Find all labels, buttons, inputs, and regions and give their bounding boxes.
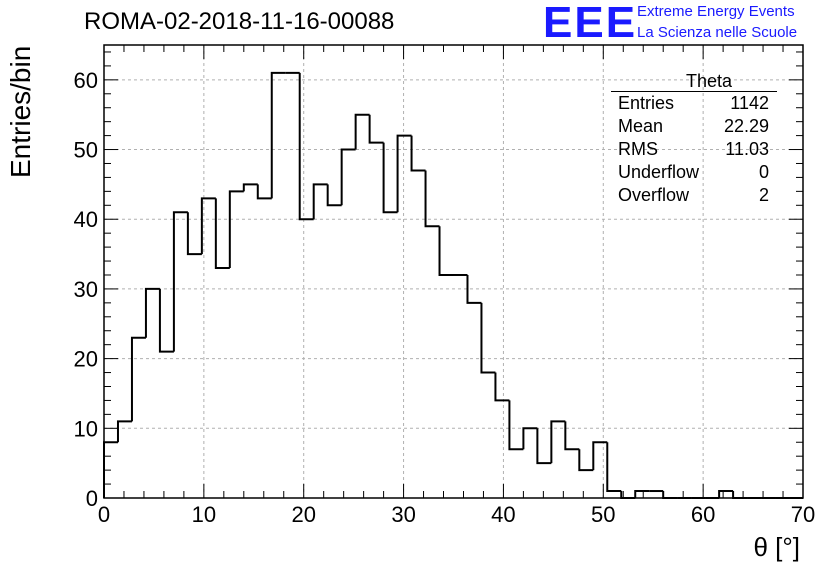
- y-tick-label: 20: [74, 347, 98, 372]
- stats-value: 1142: [730, 93, 769, 113]
- histogram-bin: [214, 198, 230, 270]
- histogram-bin: [326, 184, 342, 207]
- stats-label: RMS: [618, 139, 658, 159]
- histogram-bin: [424, 170, 440, 228]
- x-tick-label: 30: [391, 502, 415, 527]
- histogram-bin: [396, 134, 412, 213]
- stats-box: Theta Entries 1142 Mean 22.29 RMS 11.03 …: [611, 71, 777, 207]
- histogram-bin: [270, 71, 286, 199]
- histogram-bin: [186, 212, 202, 256]
- x-tick-label: 70: [791, 502, 815, 527]
- histogram-bin: [606, 442, 622, 493]
- histogram-bin: [578, 449, 594, 472]
- y-tick-label: 50: [74, 138, 98, 163]
- histogram-bin: [200, 197, 216, 255]
- stats-title: Theta: [611, 71, 777, 92]
- stats-value: 22.29: [723, 116, 769, 136]
- stats-row-underflow: Underflow 0: [611, 161, 777, 184]
- histogram-bin: [340, 148, 356, 206]
- histogram-bin: [508, 400, 524, 451]
- x-axis-label: θ [°]: [753, 532, 800, 562]
- histogram-bin: [298, 72, 314, 221]
- histogram-bin: [564, 421, 580, 451]
- histogram-bin: [438, 226, 454, 276]
- logo-subtitle-line2: La Scienza nelle Scuole: [637, 24, 798, 41]
- histogram-bin: [130, 336, 146, 422]
- y-tick-label: 30: [74, 277, 98, 302]
- histogram-bin: [158, 288, 174, 353]
- plot-frame: [103, 44, 804, 499]
- stats-row-rms: RMS 11.03: [611, 138, 777, 161]
- histogram-bin: [256, 184, 272, 200]
- stats-label: Entries: [618, 93, 675, 113]
- stats-row-overflow: Overflow 2: [611, 184, 777, 207]
- x-tick-label: 40: [491, 502, 515, 527]
- x-tick-label: 60: [691, 502, 715, 527]
- x-tick-label: 50: [591, 502, 615, 527]
- histogram-bin: [228, 190, 244, 269]
- logo-subtitle-line1: Extreme Energy Events: [637, 3, 795, 20]
- y-tick-label: 60: [74, 68, 98, 93]
- histogram-bin: [466, 274, 482, 304]
- histogram-bin: [550, 420, 566, 464]
- histogram-bin: [718, 490, 734, 498]
- histogram-bin: [242, 183, 258, 192]
- y-axis-label: Entries/bin: [5, 45, 36, 178]
- histogram-bin: [732, 491, 748, 499]
- y-tick-label: 0: [86, 486, 98, 511]
- stats-row-entries: Entries 1142: [611, 92, 777, 115]
- stats-value: 2: [758, 185, 769, 205]
- stats-value: 0: [758, 162, 769, 182]
- histogram-bin: [634, 490, 650, 498]
- stats-value: 11.03: [725, 139, 769, 159]
- histogram-bin: [172, 211, 188, 352]
- stats-row-mean: Mean 22.29: [611, 115, 777, 138]
- y-tick-label: 40: [74, 207, 98, 232]
- histogram-bin: [410, 135, 426, 172]
- histogram-bin: [662, 491, 678, 499]
- stats-label: Overflow: [618, 185, 690, 205]
- histogram-bin: [382, 142, 398, 214]
- histogram-bin: [522, 427, 538, 450]
- histogram-bin: [116, 420, 132, 443]
- histogram-bin: [312, 183, 328, 220]
- x-tick-label: 0: [98, 502, 110, 527]
- histogram-bin: [368, 114, 384, 144]
- run-title: ROMA-02-2018-11-16-00088: [84, 8, 395, 35]
- histogram-bin: [536, 428, 552, 465]
- histogram-bin: [144, 287, 160, 338]
- stats-label: Underflow: [618, 162, 700, 182]
- y-tick-label: 10: [74, 416, 98, 441]
- histogram-bin: [354, 113, 370, 150]
- histogram-bin: [494, 372, 510, 402]
- x-tick-label: 20: [291, 502, 315, 527]
- histogram-bin: [480, 302, 496, 374]
- histogram-bin: [592, 441, 608, 471]
- stats-label: Mean: [618, 116, 664, 136]
- eee-logo: EEE: [543, 0, 638, 47]
- x-tick-label: 10: [192, 502, 216, 527]
